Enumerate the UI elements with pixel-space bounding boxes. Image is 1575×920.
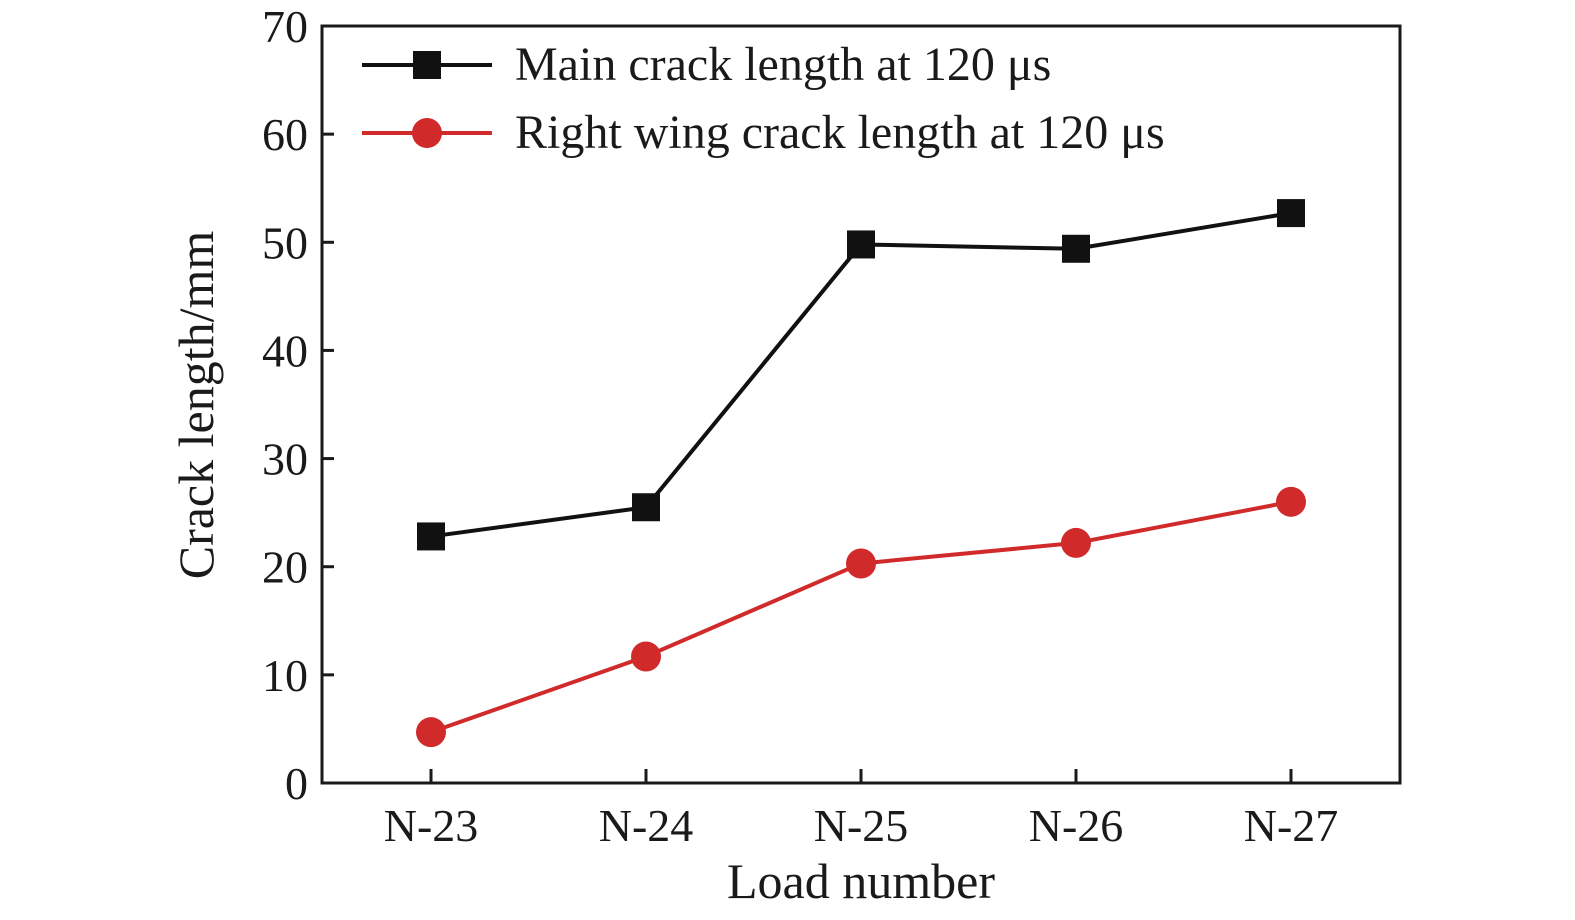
y-tick-label: 70 <box>262 1 308 52</box>
x-tick-label: N-23 <box>384 800 479 851</box>
legend-marker-square <box>413 51 441 79</box>
y-tick-label: 0 <box>285 758 308 809</box>
y-axis-ticks: 0 10 20 30 40 50 60 70 <box>262 1 334 809</box>
legend: Main crack length at 120 μs Right wing c… <box>362 38 1165 159</box>
data-point-circle <box>1061 527 1091 558</box>
y-tick-label: 60 <box>262 109 308 160</box>
legend-item-main-crack: Main crack length at 120 μs <box>362 38 1051 91</box>
data-point-circle <box>1276 486 1306 517</box>
x-axis-label: Load number <box>727 853 995 909</box>
y-tick-label: 40 <box>262 325 308 376</box>
y-tick-label: 50 <box>262 217 308 268</box>
data-point-square <box>632 493 660 522</box>
series-line-0 <box>430 211 1292 539</box>
legend-item-right-wing-crack: Right wing crack length at 120 μs <box>362 106 1165 159</box>
data-point-square <box>1277 199 1305 228</box>
series-layer <box>416 199 1306 748</box>
x-axis-ticks: N-23 N-24 N-25 N-26 N-27 <box>384 769 1339 851</box>
legend-marker-circle <box>412 118 442 148</box>
data-point-circle <box>846 548 876 579</box>
y-axis-label: Crack length/mm <box>168 231 224 580</box>
data-point-circle <box>631 641 661 672</box>
x-tick-label: N-26 <box>1029 800 1124 851</box>
y-tick-label: 10 <box>262 650 308 701</box>
legend-label-right-wing-crack: Right wing crack length at 120 μs <box>515 106 1165 159</box>
data-point-square <box>1062 234 1090 263</box>
data-point-circle <box>416 717 446 748</box>
data-point-square <box>417 522 445 551</box>
y-tick-label: 30 <box>262 434 308 485</box>
x-tick-label: N-24 <box>599 800 694 851</box>
data-point-square <box>847 230 875 259</box>
x-tick-label: N-27 <box>1244 800 1339 851</box>
x-tick-label: N-25 <box>814 800 909 851</box>
legend-label-main-crack: Main crack length at 120 μs <box>515 38 1051 91</box>
series-line-1 <box>430 499 1292 735</box>
y-tick-label: 20 <box>262 542 308 593</box>
